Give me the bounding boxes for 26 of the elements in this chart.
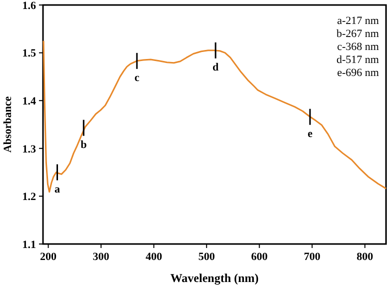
- y-tick-label: 1.4: [22, 95, 36, 108]
- x-tick-label: 800: [356, 251, 374, 263]
- annotation: a: [54, 183, 60, 196]
- annotation: e-696 nm: [337, 67, 380, 79]
- x-tick-label: 200: [40, 251, 58, 263]
- y-axis-title: Absorbance: [2, 96, 14, 153]
- annotation: c: [134, 72, 140, 84]
- x-tick-label: 600: [251, 251, 268, 263]
- x-tick-label: 400: [146, 251, 163, 263]
- y-tick-label: 1.5: [22, 48, 36, 60]
- y-tick-label: 1.1: [22, 238, 36, 251]
- annotation: a-217 nm: [337, 15, 380, 27]
- annotation: b-267 nm: [336, 28, 380, 40]
- annotation: d-517 nm: [336, 54, 380, 66]
- y-tick-label: 1.3: [22, 143, 36, 156]
- annotation: d: [212, 61, 219, 74]
- annotation: c-368 nm: [337, 41, 380, 53]
- x-tick-label: 500: [198, 251, 216, 263]
- y-tick-label: 1.2: [22, 191, 36, 204]
- x-tick-label: 700: [304, 251, 321, 263]
- line-series: [42, 40, 387, 193]
- annotation: b: [80, 138, 87, 151]
- x-tick-label: 300: [92, 251, 110, 263]
- annotation: e: [308, 128, 313, 140]
- x-axis-title: Wavelength (nm): [170, 271, 259, 285]
- y-tick-label: 1.6: [22, 0, 36, 12]
